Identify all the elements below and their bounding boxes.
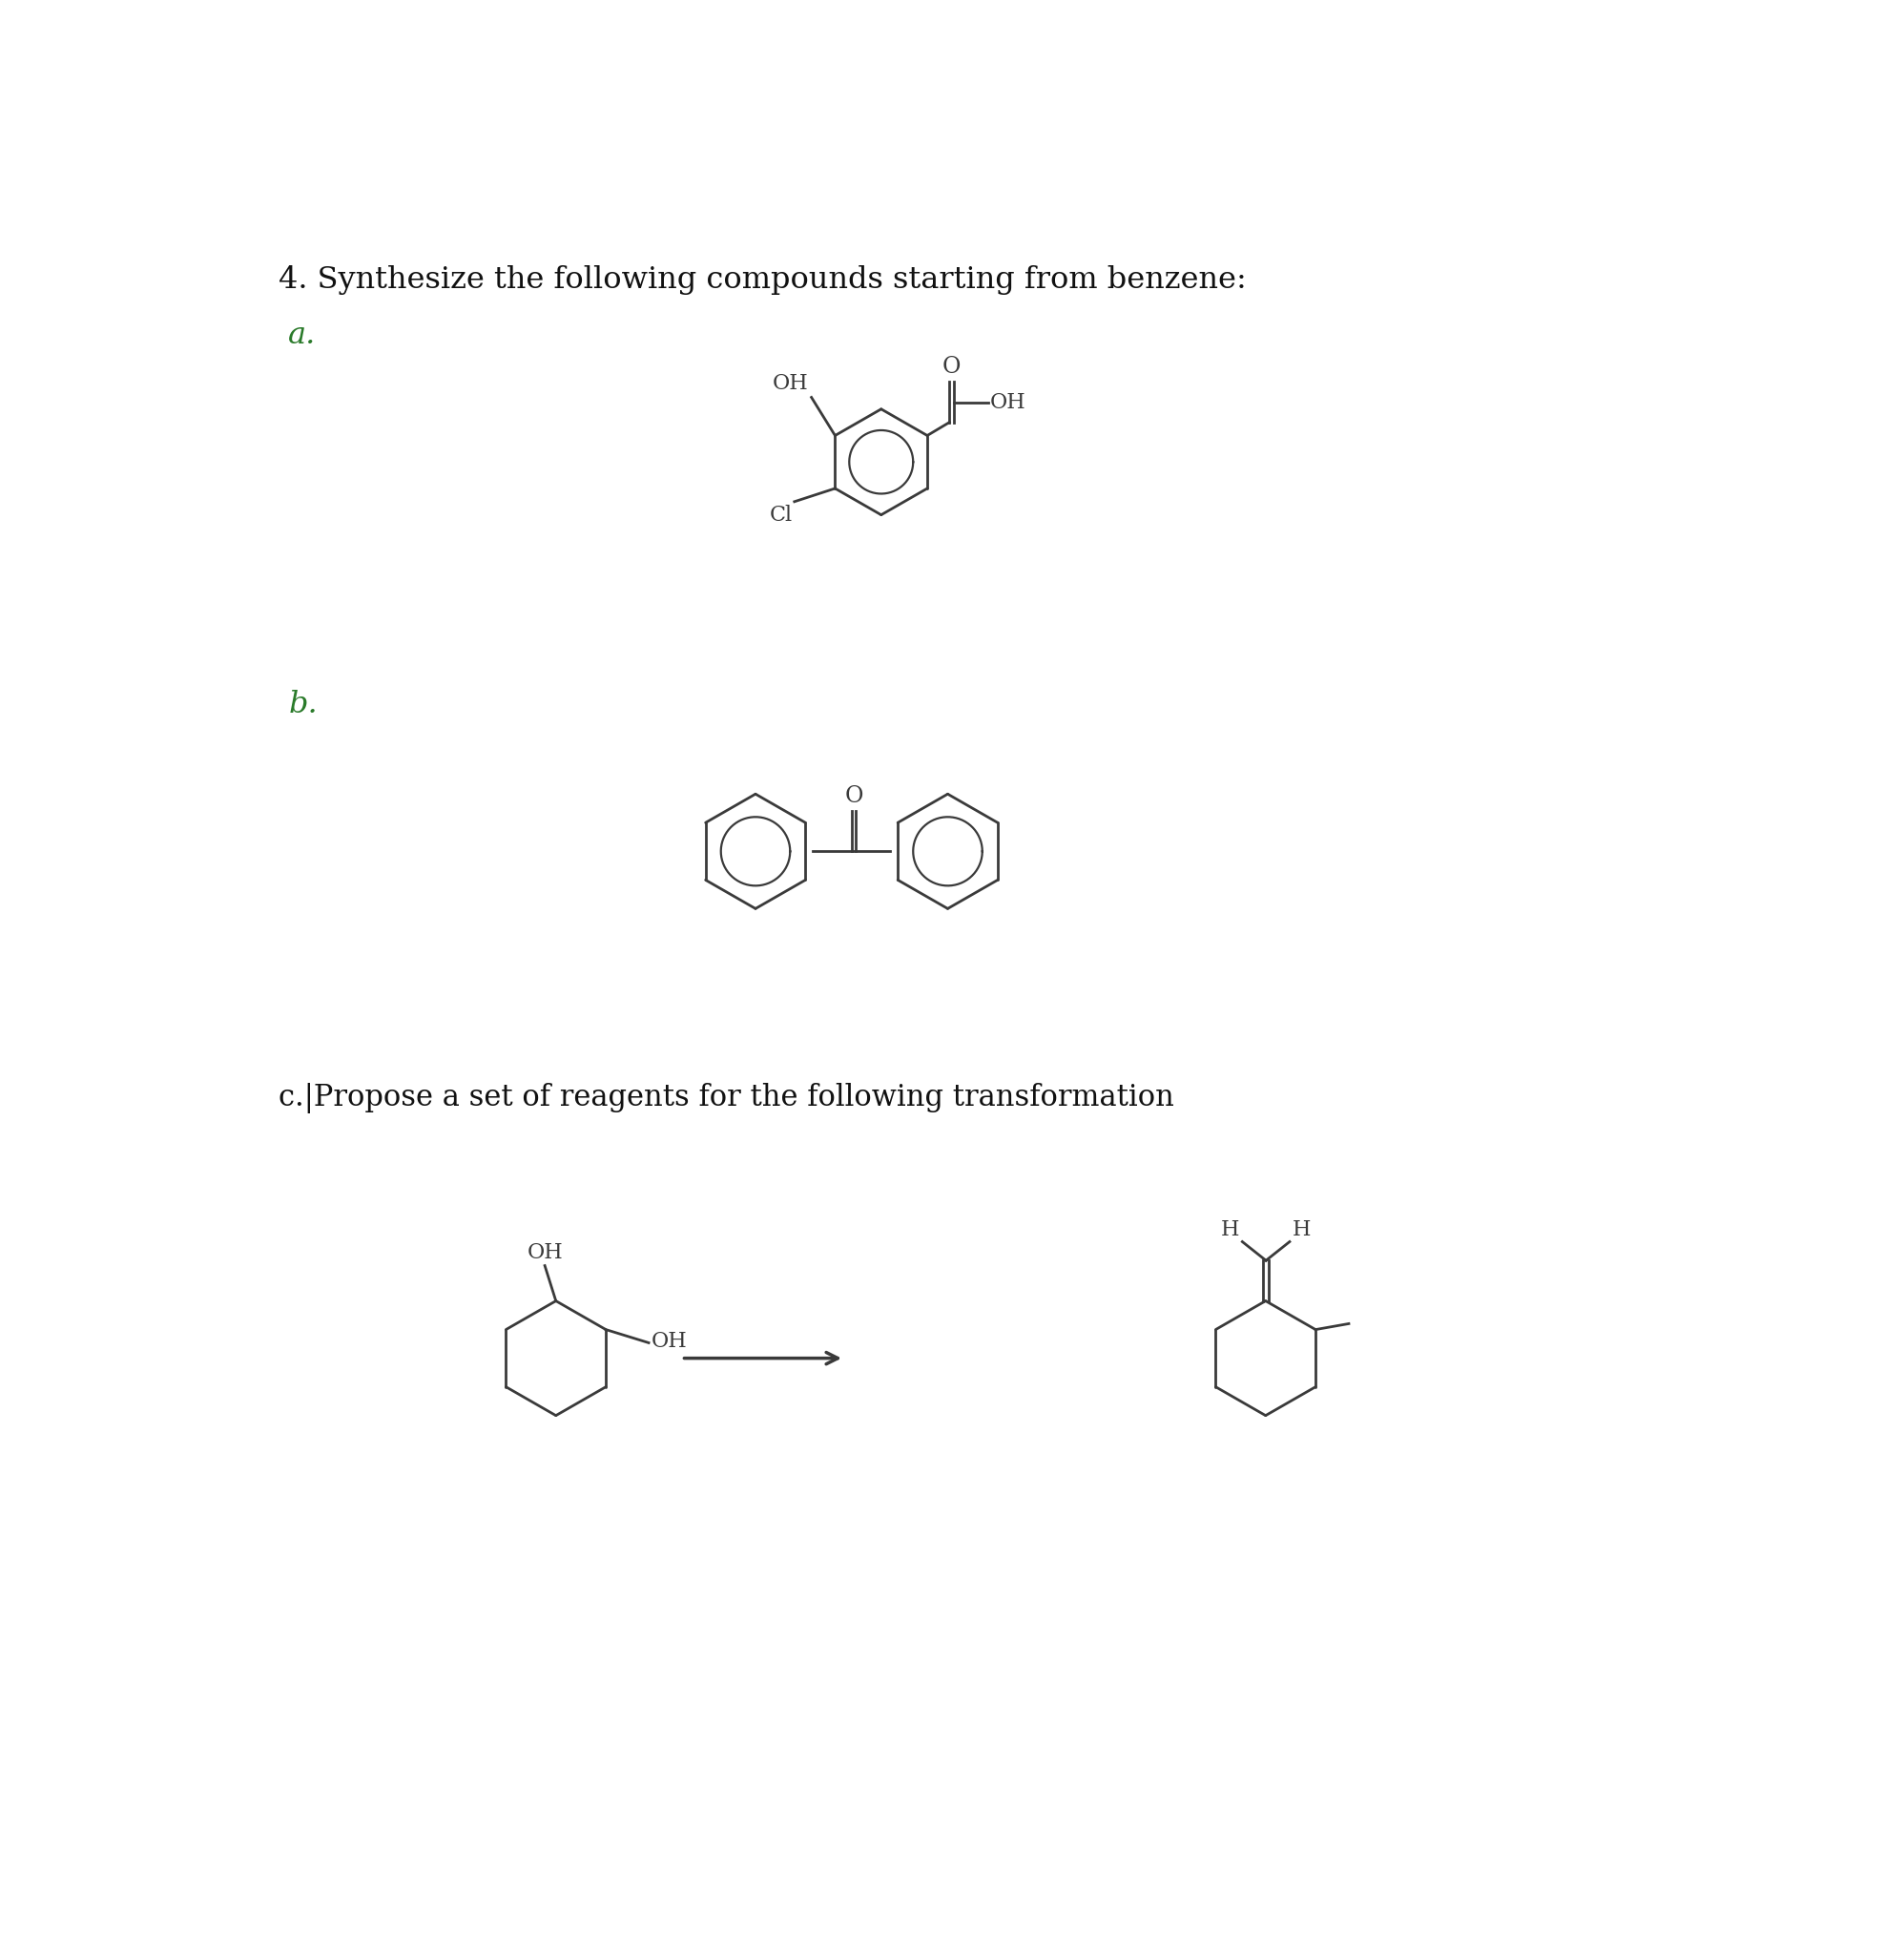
Text: O: O <box>942 357 962 379</box>
Text: H: H <box>1220 1220 1240 1240</box>
Text: OH: OH <box>990 392 1026 414</box>
Text: OH: OH <box>651 1331 687 1353</box>
Text: c.|Propose a set of reagents for the following transformation: c.|Propose a set of reagents for the fol… <box>278 1083 1175 1113</box>
Text: O: O <box>845 785 863 808</box>
Text: Cl: Cl <box>769 504 792 525</box>
Text: 4. Synthesize the following compounds starting from benzene:: 4. Synthesize the following compounds st… <box>278 265 1247 295</box>
Text: a.: a. <box>288 320 316 351</box>
Text: H: H <box>1293 1220 1312 1240</box>
Text: OH: OH <box>527 1241 564 1263</box>
Text: b.: b. <box>288 689 318 718</box>
Text: OH: OH <box>773 373 809 394</box>
